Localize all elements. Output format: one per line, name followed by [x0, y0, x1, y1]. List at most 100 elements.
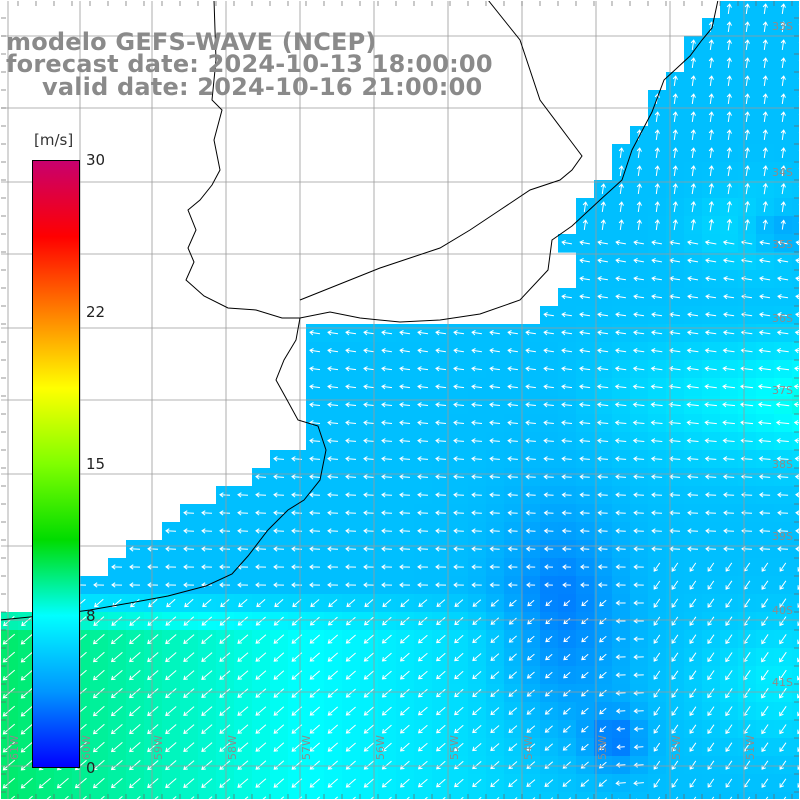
- wind-arrow: [672, 201, 678, 213]
- wind-arrow: [797, 639, 800, 645]
- wind-arrow: [598, 779, 608, 787]
- wind-arrow: [92, 687, 105, 699]
- field-cell: [270, 792, 289, 800]
- wind-arrow: [581, 689, 589, 697]
- field-cell: [792, 648, 800, 667]
- wind-arrow: [237, 778, 249, 788]
- wind-arrow: [776, 347, 789, 354]
- wind-arrow: [671, 670, 679, 680]
- wind-arrow: [237, 616, 249, 626]
- wind-arrow: [345, 582, 357, 588]
- wind-arrow: [690, 93, 696, 104]
- wind-arrow: [274, 599, 284, 608]
- wind-arrow: [345, 652, 356, 662]
- field-cell: [630, 792, 649, 800]
- field-cell: [684, 792, 703, 800]
- wind-arrow: [707, 562, 715, 572]
- wind-arrow: [687, 294, 699, 300]
- wind-arrow: [561, 528, 572, 534]
- wind-arrow: [615, 546, 626, 552]
- wind-arrow: [165, 616, 177, 626]
- wind-arrow: [490, 707, 500, 716]
- wind-arrow: [597, 258, 608, 264]
- wind-arrow: [759, 546, 771, 552]
- wind-arrow: [686, 348, 699, 354]
- wind-arrow: [327, 670, 339, 680]
- wind-arrow: [489, 546, 500, 552]
- wind-arrow: [363, 330, 375, 336]
- field-cell: [792, 198, 800, 217]
- wind-arrow: [327, 564, 339, 570]
- wind-arrow: [797, 657, 800, 663]
- wind-arrow: [689, 778, 697, 788]
- wind-arrow: [345, 366, 357, 372]
- wind-arrow: [219, 724, 231, 734]
- wind-arrow: [273, 564, 285, 570]
- wind-arrow: [653, 598, 661, 608]
- wind-arrow: [614, 366, 627, 372]
- wind-arrow: [435, 582, 447, 588]
- wind-arrow: [758, 365, 771, 372]
- longitude-label: 60W: [80, 735, 93, 760]
- wind-arrow: [327, 706, 339, 716]
- field-cell: [0, 792, 19, 800]
- wind-arrow: [135, 796, 141, 800]
- wind-arrow: [327, 742, 339, 752]
- wind-arrow: [632, 420, 645, 426]
- wind-arrow: [417, 528, 429, 534]
- wind-arrow: [183, 688, 195, 698]
- wind-arrow: [219, 634, 231, 644]
- wind-arrow: [744, 39, 750, 50]
- wind-arrow: [255, 474, 267, 480]
- wind-arrow: [708, 218, 714, 231]
- wind-arrow: [9, 795, 16, 800]
- wind-arrow: [708, 147, 714, 158]
- wind-arrow: [689, 634, 697, 645]
- wind-arrow: [255, 670, 267, 680]
- wind-arrow: [219, 760, 231, 770]
- wind-arrow: [690, 201, 696, 213]
- wind-arrow: [563, 689, 571, 697]
- wind-arrow: [686, 330, 699, 336]
- wind-arrow: [327, 634, 339, 644]
- wind-arrow: [740, 438, 753, 444]
- wind-arrow: [650, 438, 663, 444]
- colorbar-tick-0: 0: [86, 759, 96, 777]
- wind-arrow: [363, 670, 374, 680]
- wind-arrow: [255, 510, 267, 516]
- wind-arrow: [744, 111, 750, 122]
- wind-arrow: [597, 528, 608, 534]
- wind-arrow: [363, 456, 375, 462]
- wind-arrow: [255, 652, 267, 662]
- wind-arrow: [327, 778, 339, 788]
- wind-arrow: [615, 456, 627, 462]
- wind-arrow: [201, 688, 213, 698]
- wind-arrow: [725, 670, 733, 681]
- wind-arrow: [779, 562, 787, 572]
- wind-arrow: [363, 582, 375, 588]
- wind-arrow: [309, 670, 321, 680]
- wind-arrow: [327, 688, 339, 698]
- wind-arrow: [726, 165, 732, 177]
- wind-arrow: [779, 580, 787, 590]
- wind-arrow: [129, 742, 141, 753]
- wind-arrow: [381, 438, 393, 444]
- wind-arrow: [636, 183, 642, 194]
- field-cell: [612, 792, 631, 800]
- latitude-label: 38S: [772, 458, 793, 471]
- wind-arrow: [381, 652, 392, 662]
- wind-arrow: [618, 219, 624, 230]
- wind-arrow: [704, 474, 717, 480]
- wind-arrow: [508, 707, 518, 715]
- wind-arrow: [616, 744, 625, 750]
- wind-arrow: [490, 725, 500, 734]
- wind-arrow: [704, 366, 717, 372]
- longitude-label: 52W: [670, 735, 683, 760]
- wind-arrow: [597, 510, 608, 516]
- wind-arrow: [761, 687, 769, 699]
- wind-arrow: [436, 617, 446, 626]
- wind-arrow: [399, 742, 410, 752]
- field-cell: [792, 720, 800, 739]
- wind-arrow: [495, 797, 500, 800]
- wind-arrow: [579, 276, 590, 282]
